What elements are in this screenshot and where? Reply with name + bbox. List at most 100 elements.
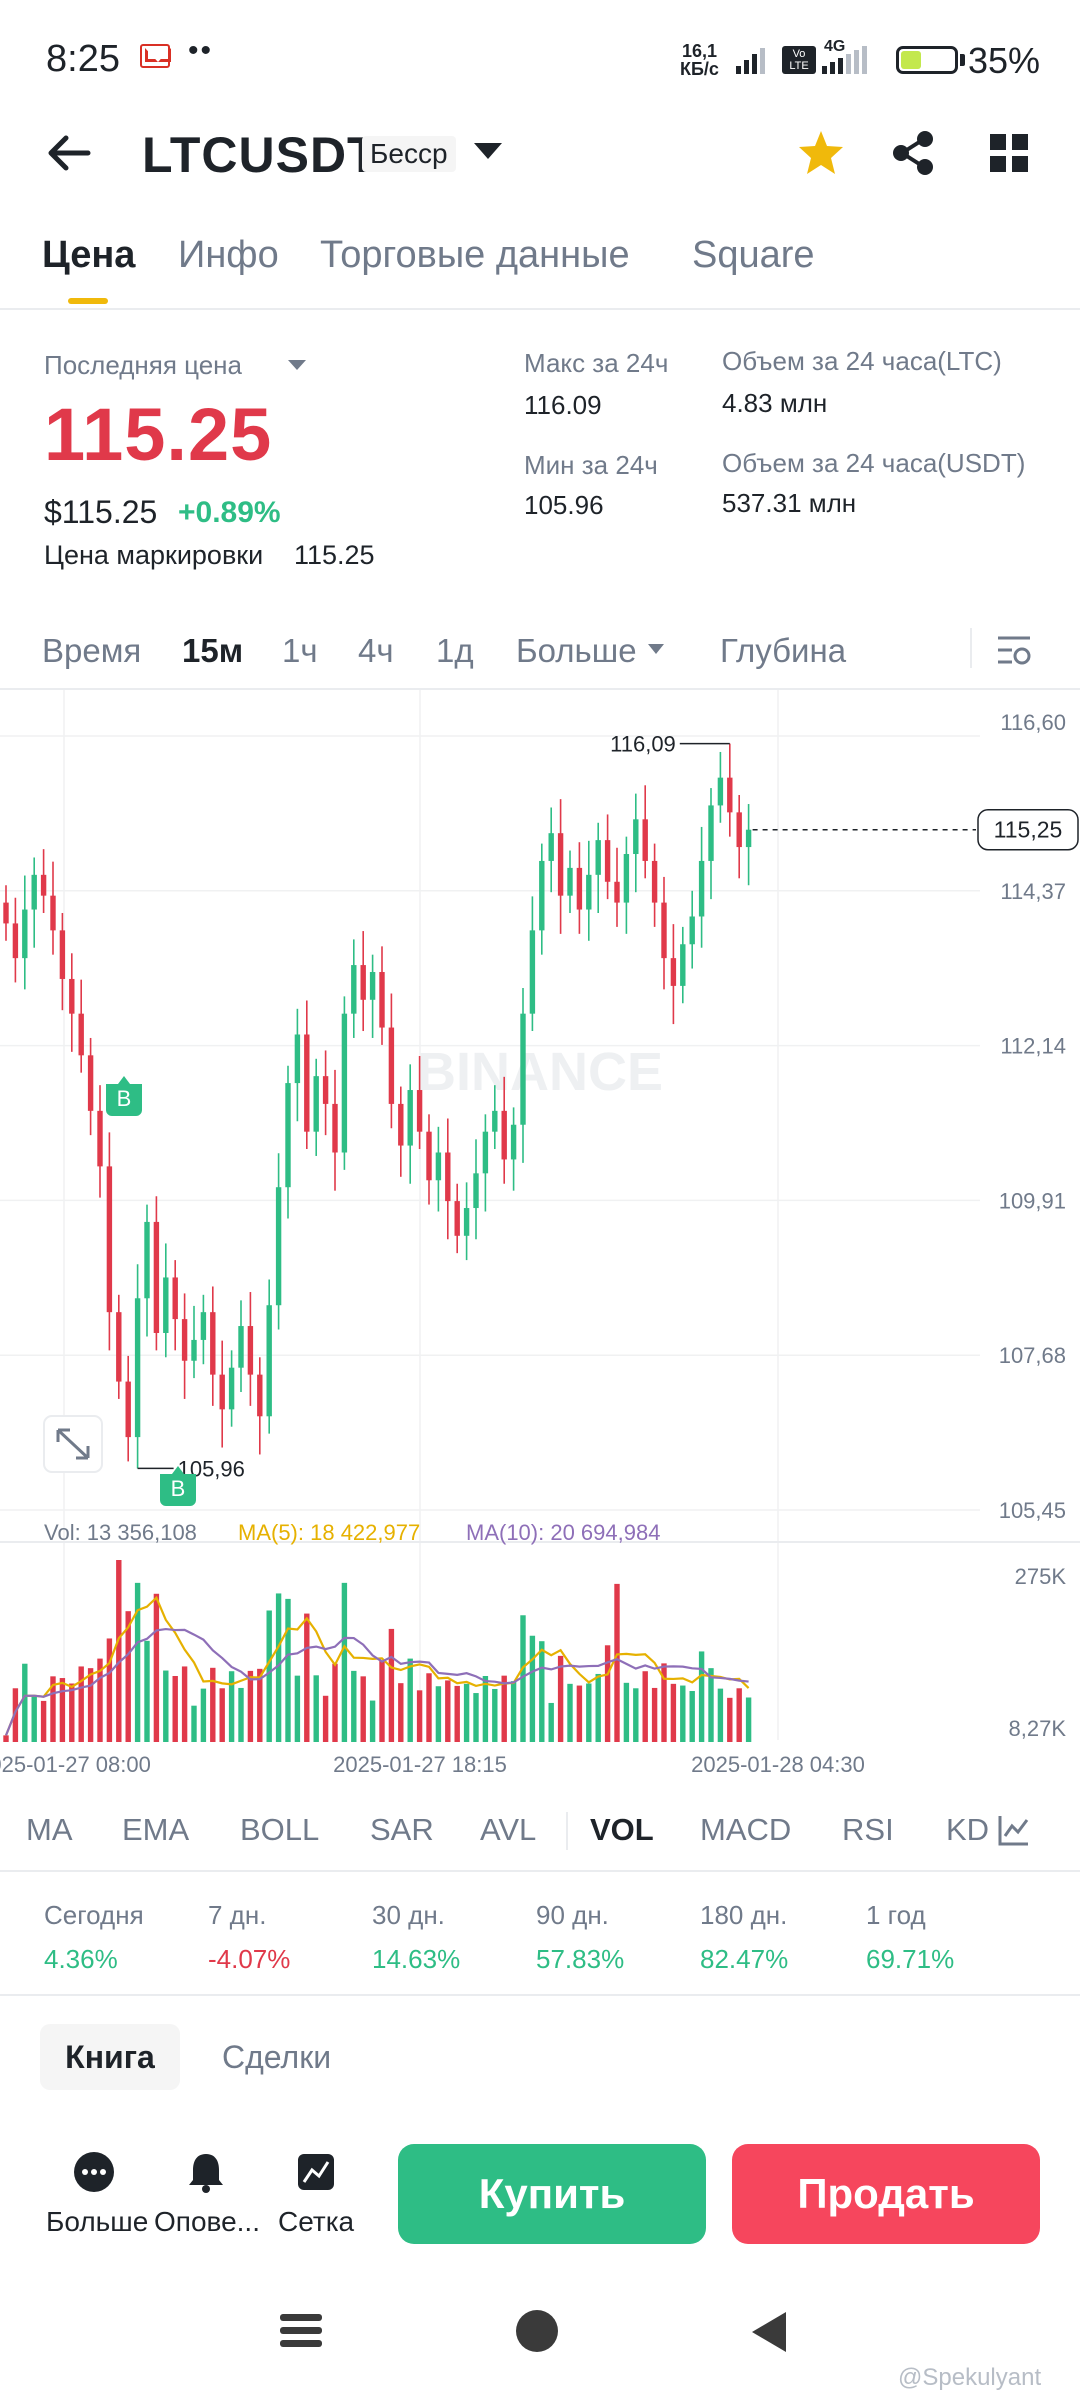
bell-icon[interactable] [184, 2150, 228, 2194]
interval-more[interactable]: Больше [516, 632, 637, 669]
chart-settings-icon[interactable] [994, 630, 1034, 670]
candles [3, 743, 752, 1469]
indicator-vol[interactable]: VOL [590, 1812, 654, 1847]
candle [304, 1034, 310, 1132]
volume-bar [87, 1668, 94, 1742]
more-label[interactable]: Больше [46, 2206, 149, 2237]
candle [332, 1103, 338, 1153]
status-bar: 8:25 •• 16,1 КБ/с Vo LTE 4G 35% [0, 0, 1080, 120]
ma5-label: MA(5): 18 422,977 [238, 1520, 420, 1545]
buy-marker: B [117, 1086, 132, 1111]
volume-bar [40, 1700, 47, 1742]
performance-label: 180 дн. [700, 1900, 788, 1930]
interval-1d[interactable]: 1д [436, 632, 474, 669]
indicator-ma[interactable]: MA [26, 1812, 73, 1847]
volume-bar [407, 1658, 413, 1742]
interval-4h[interactable]: 4ч [358, 632, 394, 669]
caret-down-icon[interactable] [288, 360, 306, 370]
candle [557, 833, 564, 896]
interval-depth[interactable]: Глубина [720, 632, 847, 669]
candle [510, 1124, 517, 1160]
buy-button[interactable]: Купить [398, 2144, 706, 2244]
indicator-boll[interactable]: BOLL [240, 1812, 320, 1847]
volume-bar [717, 1688, 724, 1742]
candle [426, 1131, 432, 1181]
grid-bot-icon[interactable] [294, 2150, 338, 2194]
indicator-macd[interactable]: MACD [700, 1812, 792, 1847]
candle [445, 1152, 451, 1202]
volume-bar [247, 1670, 254, 1742]
nav-back-icon[interactable] [752, 2312, 786, 2352]
volume-bar [604, 1645, 611, 1742]
grid-icon[interactable] [990, 134, 1028, 172]
divider [0, 1994, 1080, 1996]
interval-15m[interactable]: 15м [182, 632, 244, 669]
indicator-settings-icon[interactable] [996, 1812, 1032, 1848]
volume-bar [313, 1675, 319, 1742]
y-tick-label: 112,14 [1000, 1034, 1066, 1059]
x-tick-label: 2025-01-27 08:00 [0, 1752, 151, 1777]
candle [604, 840, 611, 882]
indicator-ema[interactable]: EMA [122, 1812, 190, 1847]
volume-bar [78, 1666, 84, 1742]
candle [200, 1312, 207, 1340]
net-speed-unit: КБ/с [680, 59, 719, 79]
trades-tab[interactable]: Сделки [222, 2039, 332, 2075]
candle [407, 1090, 413, 1146]
volume-bar [416, 1690, 423, 1742]
volume-bar [181, 1666, 188, 1742]
volume-bar [379, 1660, 385, 1742]
candlestick-chart[interactable]: BINANCE 116,60 114,37 112,14 109,91 107,68 10… [0, 690, 1080, 1790]
chevron-down-icon[interactable] [474, 143, 502, 159]
volume-bar [567, 1683, 573, 1742]
volume-bar [275, 1593, 282, 1742]
volume-bar [586, 1683, 592, 1742]
indicator-kd[interactable]: KD [946, 1812, 990, 1847]
volume-bar [69, 1683, 75, 1742]
home-icon[interactable] [516, 2310, 558, 2352]
order-book-tab[interactable]: Книга [40, 2024, 180, 2090]
grid-label[interactable]: Сетка [278, 2206, 355, 2237]
tab-trading-data[interactable]: Торговые данные [320, 234, 630, 276]
net-speed-value: 16,1 [681, 41, 717, 61]
volume-bar [557, 1655, 564, 1742]
tab-square[interactable]: Square [692, 234, 815, 276]
volume-bar [680, 1685, 686, 1742]
candle [576, 867, 583, 910]
expand-icon[interactable] [43, 1415, 103, 1473]
candle [689, 916, 695, 945]
candle [97, 1110, 103, 1167]
indicator-sar[interactable]: SAR [370, 1812, 434, 1847]
candle [247, 1326, 254, 1375]
performance-label: 7 дн. [208, 1900, 267, 1930]
buy-marker-badge [106, 1076, 142, 1116]
sell-button[interactable]: Продать [732, 2144, 1040, 2244]
candle [520, 1013, 526, 1125]
tab-info[interactable]: Инфо [178, 234, 279, 276]
indicator-rsi[interactable]: RSI [842, 1812, 894, 1847]
volume-bar [614, 1583, 620, 1742]
volume-tick-label: 8,27K [1009, 1716, 1067, 1741]
volume-bar [238, 1687, 244, 1742]
more-icon[interactable] [72, 2150, 116, 2194]
mark-price-label: Цена маркировки [44, 540, 264, 570]
interval-time[interactable]: Время [42, 632, 142, 669]
alerts-label[interactable]: Опове... [154, 2206, 260, 2237]
volume-bar [341, 1582, 348, 1742]
candle [727, 777, 733, 813]
interval-1h[interactable]: 1ч [282, 632, 318, 669]
star-icon[interactable] [796, 128, 846, 178]
volume-bar [228, 1671, 235, 1742]
indicator-avl[interactable]: AVL [480, 1812, 537, 1847]
volte-badge: Vo LTE [782, 46, 816, 74]
volume-bar [661, 1663, 667, 1742]
volume-bar [529, 1635, 536, 1742]
volume-bar [266, 1610, 272, 1742]
menu-icon[interactable] [280, 2312, 322, 2350]
tab-price[interactable]: Цена [42, 234, 136, 276]
share-icon[interactable] [890, 130, 936, 176]
last-price-label[interactable]: Последняя цена [44, 350, 242, 380]
caret-down-icon[interactable] [648, 644, 664, 654]
pair-title[interactable]: LTCUSDT [142, 127, 379, 183]
back-arrow-icon[interactable] [44, 128, 94, 178]
